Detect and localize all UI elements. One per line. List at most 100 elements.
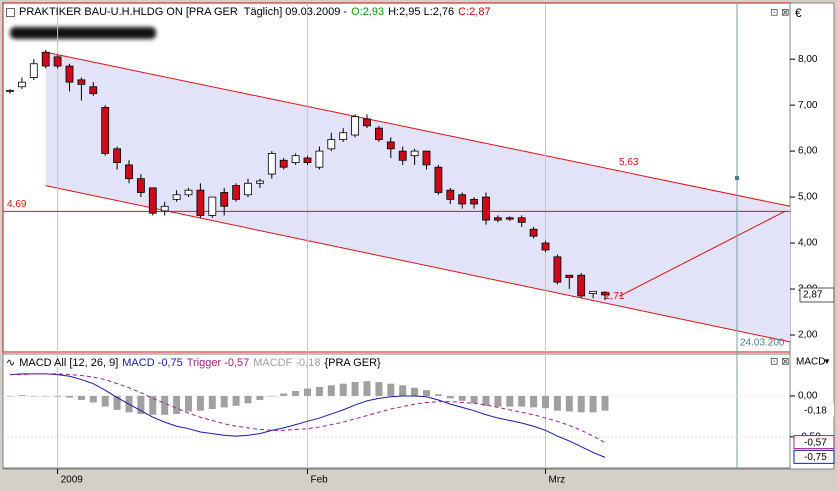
candle-body xyxy=(125,164,133,180)
candle-body xyxy=(410,150,419,157)
series-line xyxy=(10,373,606,444)
symbol: {PRA GER} xyxy=(324,356,381,369)
y-tick-label: 8,00 xyxy=(798,54,818,65)
candle-body xyxy=(398,150,407,161)
candle-body xyxy=(196,189,205,216)
channel-line xyxy=(45,51,791,207)
candle-body xyxy=(577,274,586,297)
macd-title: MACD All [12, 26, 9] xyxy=(19,356,119,369)
value-badge xyxy=(794,403,834,417)
histogram-bar xyxy=(423,390,430,396)
legend-text: MACDF xyxy=(253,356,293,369)
histogram-bar xyxy=(577,395,585,413)
info-open: O:2,93 xyxy=(351,6,385,18)
histogram-bar xyxy=(244,395,252,404)
histogram-bar xyxy=(30,395,38,397)
candle-body xyxy=(553,256,562,283)
redacted-text xyxy=(10,27,156,39)
histogram-bar xyxy=(208,395,216,410)
histogram-bar xyxy=(232,395,240,406)
histogram-bar xyxy=(542,395,549,409)
candle-body xyxy=(601,291,609,296)
candle-body xyxy=(89,86,98,95)
last-price-label: 2,87 xyxy=(803,290,823,301)
macd-axis-title: MACD xyxy=(796,357,825,368)
histogram-bar xyxy=(351,382,359,396)
candle-body xyxy=(17,81,26,88)
histogram-bar xyxy=(18,395,26,396)
histogram-bar xyxy=(518,395,526,407)
axis-menu: ▼ xyxy=(823,357,831,366)
histogram-bar xyxy=(506,395,514,407)
cursor-marker xyxy=(735,176,739,180)
candle-body xyxy=(315,150,324,168)
value-badge-label: -0,18 xyxy=(804,405,827,416)
candle-body xyxy=(148,187,157,214)
candle-body xyxy=(386,141,395,150)
histogram-bar xyxy=(161,395,169,415)
candle-body xyxy=(422,150,431,166)
histogram-bar xyxy=(411,387,419,396)
histogram-bar xyxy=(196,395,204,411)
channel-fill xyxy=(45,52,790,342)
candle-body xyxy=(53,56,62,67)
candle-body xyxy=(458,194,467,205)
candle-body xyxy=(267,153,276,175)
legend-text: MACD xyxy=(122,356,155,369)
value-badge-label: -0,75 xyxy=(804,452,827,463)
chart-title: PRAKTIKER BAU-U.H.HLDG ON [PRA GER Tägli… xyxy=(19,6,348,18)
candle-body xyxy=(470,198,479,205)
candle-body xyxy=(41,51,50,67)
histogram-bar xyxy=(399,385,407,396)
x-tick-label: Feb xyxy=(311,475,329,486)
candle-body xyxy=(363,118,371,127)
histogram-bar xyxy=(553,395,561,411)
annotation: 2,71 xyxy=(605,291,625,302)
legend-entry: MACDF -0,18 xyxy=(253,357,320,369)
y-tick-label: 2,00 xyxy=(798,330,818,341)
histogram-bar xyxy=(304,388,311,396)
y-tick-label: 6,00 xyxy=(798,146,818,157)
candle-body xyxy=(172,194,181,200)
candle-body xyxy=(244,182,252,196)
histogram-bar xyxy=(339,383,347,396)
macd-panel xyxy=(2,353,791,469)
histogram-bar xyxy=(66,395,73,398)
cursor-label: 24.03.200 xyxy=(740,338,785,349)
histogram-bar xyxy=(89,395,97,403)
candle-body xyxy=(29,63,38,78)
histogram-bar xyxy=(280,393,288,396)
histogram-bar xyxy=(137,395,145,414)
histogram-bar xyxy=(6,395,14,397)
candle-body xyxy=(208,196,217,216)
histogram-bar xyxy=(327,385,335,396)
h-line-label: 4,69 xyxy=(7,199,27,210)
candle-body xyxy=(565,274,574,278)
histogram-bar xyxy=(185,395,192,412)
candle-body xyxy=(232,185,241,200)
histogram-bar xyxy=(101,395,109,407)
histogram-bar xyxy=(363,381,371,396)
legend-entry: Trigger -0,57 xyxy=(187,357,250,369)
histogram-bar xyxy=(77,395,85,401)
candle-body xyxy=(374,127,383,141)
candle-body xyxy=(291,155,300,163)
window-icons: ⊡ ⊠ xyxy=(770,357,790,368)
histogram-bar xyxy=(458,395,466,401)
legend: MACD -0,75 Trigger -0,57 MACDF -0,18 xyxy=(122,357,320,369)
series-line xyxy=(9,373,606,458)
macd-header: ∿ MACD All [12, 26, 9] MACD -0,75 Trigger -… xyxy=(6,356,381,370)
histogram-bar xyxy=(220,395,228,408)
candle-body xyxy=(446,189,455,200)
header-icon xyxy=(6,7,15,17)
x-tick-label: Mrz xyxy=(549,475,566,486)
histogram-bar xyxy=(387,383,395,396)
candle-body xyxy=(493,217,502,221)
candle-body xyxy=(220,192,229,207)
y-tick-label: 0,00 xyxy=(798,391,818,402)
candle-body xyxy=(77,79,86,85)
histogram-bar xyxy=(315,386,323,396)
candle-body xyxy=(303,157,312,163)
